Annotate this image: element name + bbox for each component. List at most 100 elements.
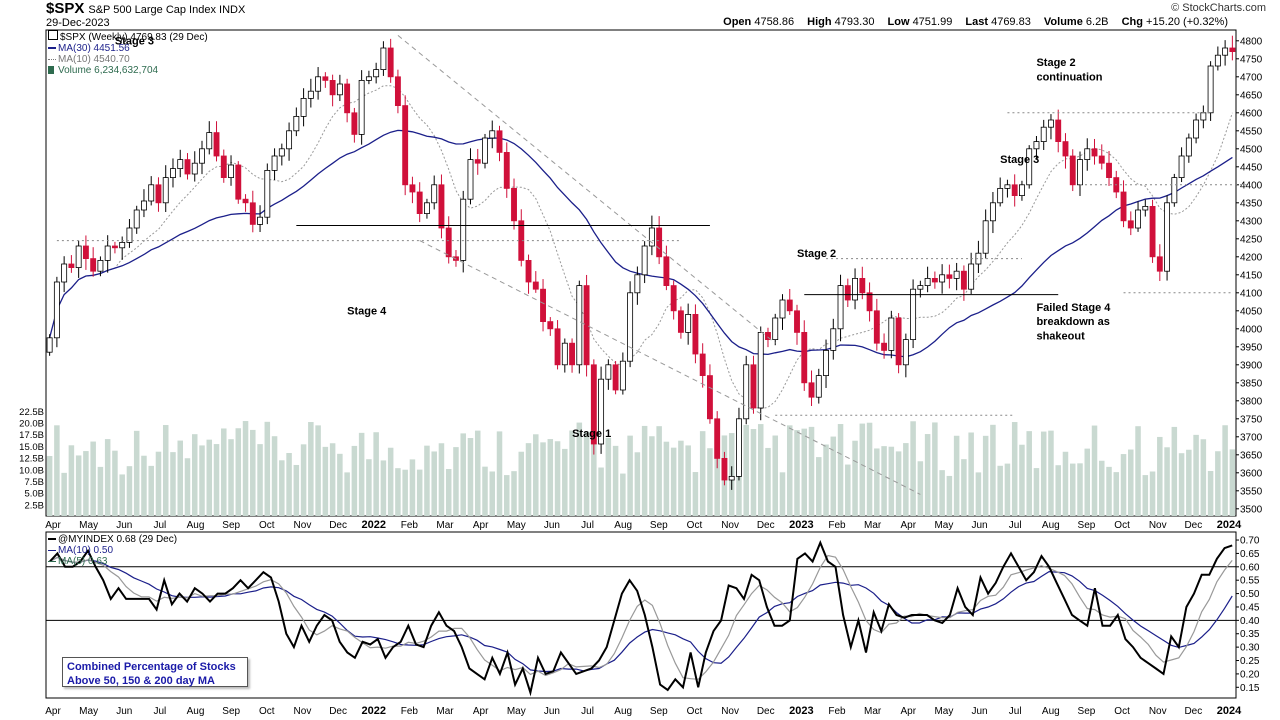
volume-bar xyxy=(358,432,365,516)
volume-bar xyxy=(881,446,887,516)
candle-body xyxy=(293,116,300,132)
breadth-tick-label: 0.15 xyxy=(1240,683,1260,694)
candle-body xyxy=(119,241,126,249)
candle-body xyxy=(474,159,481,164)
volume-bar xyxy=(830,436,837,516)
price-tick-label: 4100 xyxy=(1240,288,1263,299)
volume-bar xyxy=(329,443,336,516)
breadth-tick-label: 0.35 xyxy=(1240,629,1260,640)
legend-volume: Volume 6,234,632,704 xyxy=(58,65,159,76)
price-x-label: Apr xyxy=(45,520,61,531)
volume-bar xyxy=(576,422,583,516)
price-x-label: Dec xyxy=(329,520,347,531)
breadth-tick-label: 0.30 xyxy=(1240,643,1260,654)
candle-body xyxy=(46,337,53,353)
volume-bar xyxy=(1040,431,1047,516)
price-x-label: Jun xyxy=(544,520,560,531)
candle-body xyxy=(598,378,605,445)
price-tick-label: 3850 xyxy=(1240,378,1263,389)
volume-bar xyxy=(104,439,111,516)
price-tick-label: 4250 xyxy=(1240,234,1263,245)
candle-body xyxy=(170,168,176,179)
volume-bar xyxy=(692,472,699,516)
breadth-tick-label: 0.65 xyxy=(1240,549,1260,560)
price-tick-label: 4000 xyxy=(1240,324,1263,335)
candle-body xyxy=(808,382,815,398)
volume-bar xyxy=(924,434,931,516)
candle-body xyxy=(924,277,931,286)
breadth-x-label: Jun xyxy=(544,706,560,717)
breadth-x-label: May xyxy=(79,706,98,717)
candle-body xyxy=(823,349,829,376)
candle-body xyxy=(1084,148,1091,161)
volume-bar xyxy=(90,441,96,516)
candle-body xyxy=(873,310,880,344)
candle-body xyxy=(1120,191,1127,222)
volume-bar xyxy=(184,458,191,516)
candle-body xyxy=(416,191,423,215)
price-x-label: Jul xyxy=(581,520,594,531)
volume-bar xyxy=(496,431,503,516)
candle-body xyxy=(271,155,278,171)
volume-bar xyxy=(540,442,546,516)
candle-body xyxy=(257,216,263,225)
candle-body xyxy=(1222,47,1229,56)
candle-body xyxy=(728,475,735,481)
breadth-x-label: 2022 xyxy=(361,705,385,717)
volume-bar xyxy=(308,422,314,516)
candle-body xyxy=(482,137,488,164)
candle-body xyxy=(373,69,380,78)
candle-body xyxy=(1004,184,1011,189)
volume-bar xyxy=(750,429,757,516)
candle-body xyxy=(866,292,873,312)
candle-body xyxy=(801,331,808,384)
candle-body xyxy=(380,47,387,71)
price-x-label: Oct xyxy=(259,520,275,531)
candle-body xyxy=(794,310,800,333)
volume-bar xyxy=(794,430,800,516)
volume-bar xyxy=(990,424,996,516)
candle-body xyxy=(213,132,220,157)
candle-body xyxy=(1185,137,1192,157)
candle-body xyxy=(619,360,626,391)
candle-body xyxy=(736,418,742,477)
breadth-tick-label: 0.50 xyxy=(1240,589,1260,600)
volume-bar xyxy=(903,443,909,516)
stage-annotation: Failed Stage 4 xyxy=(1036,302,1111,314)
candle-body xyxy=(1040,126,1047,142)
volume-bar xyxy=(402,469,408,516)
volume-bar xyxy=(823,444,829,516)
candle-body xyxy=(249,202,256,225)
candle-body xyxy=(1149,205,1156,258)
price-tick-label: 4550 xyxy=(1240,126,1263,137)
price-tick-label: 3650 xyxy=(1240,450,1263,461)
volume-bar xyxy=(416,469,423,516)
volume-bar xyxy=(605,437,612,516)
candle-body xyxy=(634,274,641,294)
candle-body xyxy=(953,270,960,279)
volume-bar xyxy=(975,472,982,516)
breadth-x-label: Aug xyxy=(1042,706,1060,717)
price-tick-label: 3550 xyxy=(1240,486,1263,497)
candle-body xyxy=(583,285,590,366)
volume-tick-label: 20.0B xyxy=(19,419,44,430)
breadth-x-label: 2023 xyxy=(789,705,813,717)
volume-bar xyxy=(46,456,53,516)
volume-bar xyxy=(1215,451,1221,516)
volume-bar xyxy=(279,460,285,516)
price-tick-label: 3950 xyxy=(1240,342,1263,353)
candle-body xyxy=(561,342,568,366)
volume-bar xyxy=(293,464,300,516)
candle-body xyxy=(1135,209,1141,229)
price-tick-label: 3900 xyxy=(1240,360,1263,371)
volume-bar xyxy=(533,434,539,516)
candle-body xyxy=(815,375,822,398)
breadth-x-label: Jul xyxy=(1009,706,1022,717)
volume-bar xyxy=(68,445,75,516)
candle-body xyxy=(278,148,285,157)
breadth-x-label: Oct xyxy=(687,706,703,717)
volume-bar xyxy=(591,443,597,516)
candle-body xyxy=(1098,155,1105,164)
candle-body xyxy=(460,198,467,261)
